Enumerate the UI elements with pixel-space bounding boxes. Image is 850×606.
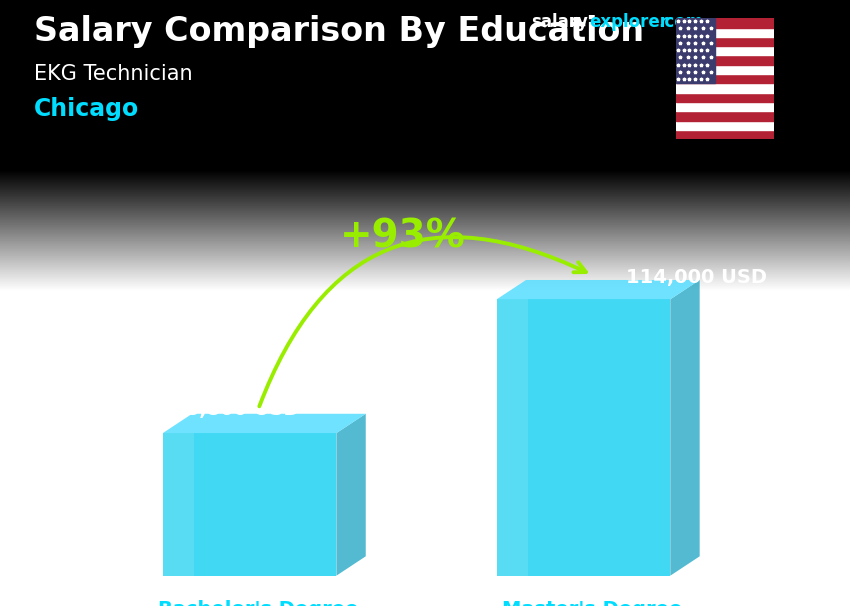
Bar bbox=[676, 121, 774, 130]
Bar bbox=[676, 102, 774, 112]
Bar bbox=[676, 46, 774, 56]
Bar bbox=[676, 130, 774, 139]
Text: Average Yearly Salary: Average Yearly Salary bbox=[832, 319, 842, 432]
Bar bbox=[676, 56, 774, 65]
Text: EKG Technician: EKG Technician bbox=[34, 64, 193, 84]
Bar bbox=[676, 74, 774, 84]
Polygon shape bbox=[496, 280, 700, 299]
Text: +93%: +93% bbox=[340, 218, 466, 255]
Bar bbox=[676, 18, 715, 84]
Text: Master's Degree: Master's Degree bbox=[502, 600, 683, 606]
Polygon shape bbox=[162, 414, 366, 433]
Text: 58,800 USD: 58,800 USD bbox=[173, 399, 300, 419]
Bar bbox=[676, 37, 774, 46]
Bar bbox=[676, 93, 774, 102]
Text: Chicago: Chicago bbox=[34, 97, 139, 121]
Bar bbox=[676, 84, 774, 93]
Polygon shape bbox=[162, 433, 337, 576]
Text: Salary Comparison By Education: Salary Comparison By Education bbox=[34, 15, 644, 48]
Text: Bachelor's Degree: Bachelor's Degree bbox=[158, 600, 359, 606]
Polygon shape bbox=[496, 299, 528, 576]
Bar bbox=[676, 27, 774, 37]
Polygon shape bbox=[496, 299, 671, 576]
Bar bbox=[676, 65, 774, 74]
Bar bbox=[676, 18, 774, 27]
Text: .com: .com bbox=[659, 13, 704, 32]
Bar bbox=[676, 112, 774, 121]
Polygon shape bbox=[162, 433, 194, 576]
Text: salary: salary bbox=[531, 13, 588, 32]
Polygon shape bbox=[671, 280, 700, 576]
Text: 114,000 USD: 114,000 USD bbox=[626, 268, 768, 287]
Text: explorer: explorer bbox=[589, 13, 668, 32]
Polygon shape bbox=[337, 414, 366, 576]
